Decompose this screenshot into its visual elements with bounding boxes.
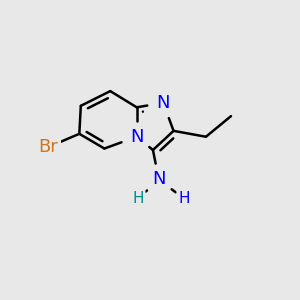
Text: Br: Br (38, 138, 58, 156)
Text: N: N (130, 128, 143, 146)
Text: H: H (178, 191, 190, 206)
Text: N: N (152, 170, 166, 188)
Text: N: N (157, 94, 170, 112)
Text: H: H (133, 191, 144, 206)
